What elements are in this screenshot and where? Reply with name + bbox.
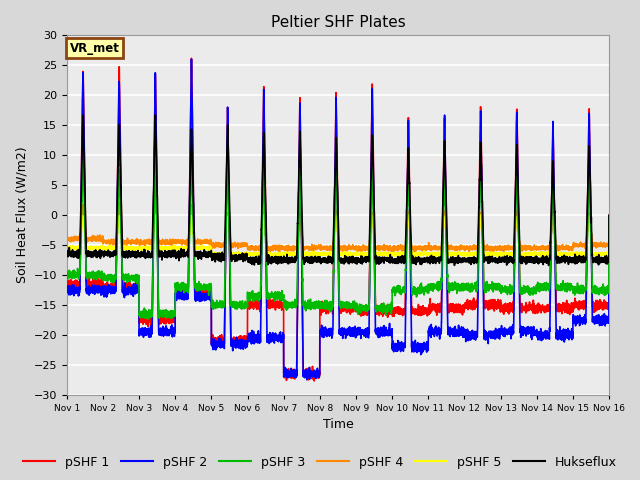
pSHF 4	[161, 238, 168, 243]
pSHF 1	[429, 303, 437, 309]
Hukseflux	[63, 251, 70, 256]
pSHF 5	[605, 250, 612, 256]
pSHF 3	[63, 269, 70, 275]
X-axis label: Time: Time	[323, 419, 353, 432]
pSHF 1	[188, 56, 195, 61]
pSHF 1	[63, 280, 70, 286]
pSHF 5	[364, 254, 371, 260]
Hukseflux	[545, 263, 552, 268]
pSHF 3	[332, 154, 340, 160]
pSHF 2	[460, 330, 467, 336]
Hukseflux	[429, 260, 437, 265]
pSHF 4	[318, 243, 326, 249]
pSHF 5	[429, 252, 437, 257]
Title: Peltier SHF Plates: Peltier SHF Plates	[271, 15, 405, 30]
Line: pSHF 2: pSHF 2	[67, 59, 609, 380]
Hukseflux	[152, 112, 159, 118]
Line: pSHF 5: pSHF 5	[67, 214, 609, 257]
pSHF 2	[188, 56, 195, 62]
pSHF 2	[63, 287, 70, 293]
pSHF 5	[161, 245, 168, 251]
Legend: pSHF 1, pSHF 2, pSHF 3, pSHF 4, pSHF 5, Hukseflux: pSHF 1, pSHF 2, pSHF 3, pSHF 4, pSHF 5, …	[19, 451, 621, 474]
pSHF 3	[490, 284, 498, 289]
pSHF 4	[152, 199, 159, 204]
pSHF 1	[605, 213, 613, 219]
pSHF 1	[310, 378, 318, 384]
pSHF 1	[460, 307, 467, 312]
Hukseflux	[161, 252, 168, 258]
pSHF 2	[605, 214, 613, 219]
pSHF 5	[460, 251, 467, 257]
pSHF 5	[63, 245, 70, 251]
pSHF 2	[429, 330, 437, 336]
pSHF 4	[605, 243, 612, 249]
pSHF 4	[63, 235, 70, 240]
pSHF 3	[161, 310, 168, 316]
pSHF 5	[490, 252, 498, 258]
Hukseflux	[318, 256, 326, 262]
pSHF 4	[460, 244, 467, 250]
Hukseflux	[460, 259, 467, 265]
Hukseflux	[605, 212, 613, 218]
pSHF 4	[605, 213, 613, 218]
pSHF 5	[318, 252, 326, 258]
pSHF 2	[161, 327, 168, 333]
pSHF 1	[161, 319, 168, 324]
Hukseflux	[490, 256, 498, 262]
pSHF 1	[318, 307, 326, 313]
pSHF 2	[490, 336, 498, 341]
pSHF 5	[605, 214, 613, 219]
pSHF 3	[144, 316, 152, 322]
Line: pSHF 3: pSHF 3	[67, 157, 609, 319]
pSHF 1	[605, 300, 612, 305]
Line: Hukseflux: Hukseflux	[67, 115, 609, 265]
pSHF 4	[429, 246, 437, 252]
pSHF 3	[605, 289, 612, 295]
pSHF 2	[318, 332, 326, 337]
Text: VR_met: VR_met	[70, 41, 120, 55]
Hukseflux	[605, 256, 612, 262]
Line: pSHF 1: pSHF 1	[67, 59, 609, 381]
pSHF 3	[318, 300, 326, 306]
pSHF 4	[490, 244, 498, 250]
pSHF 3	[605, 215, 613, 221]
pSHF 4	[339, 250, 347, 255]
pSHF 3	[429, 287, 437, 292]
pSHF 3	[460, 284, 467, 290]
pSHF 2	[605, 320, 612, 325]
pSHF 5	[260, 211, 268, 217]
pSHF 2	[303, 377, 311, 383]
Line: pSHF 4: pSHF 4	[67, 202, 609, 252]
Y-axis label: Soil Heat Flux (W/m2): Soil Heat Flux (W/m2)	[15, 147, 28, 283]
pSHF 1	[490, 308, 498, 314]
